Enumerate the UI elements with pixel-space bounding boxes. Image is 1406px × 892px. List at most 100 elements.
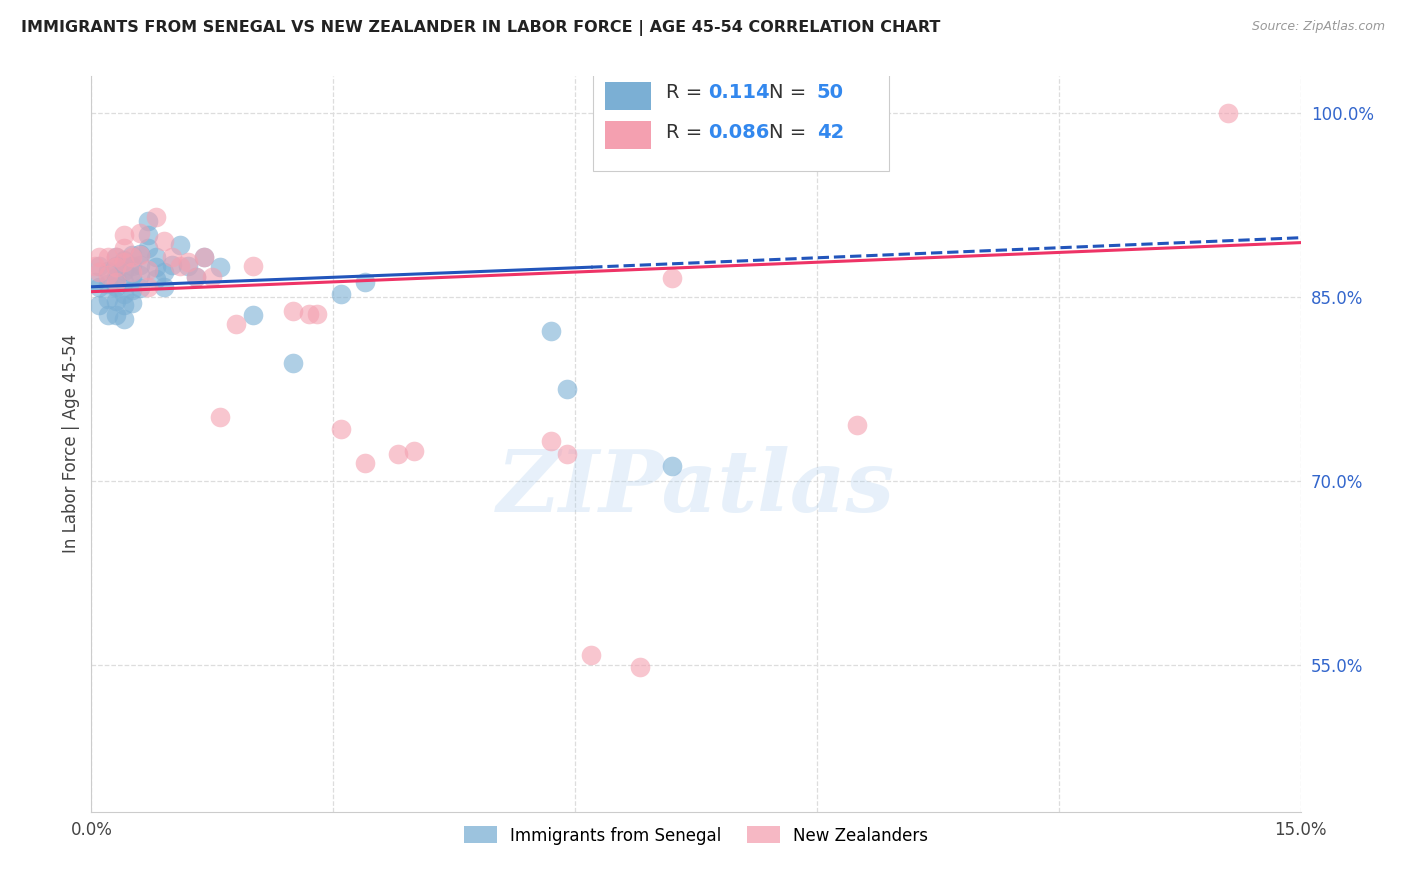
Text: 0.086: 0.086: [709, 123, 769, 142]
Text: R =: R =: [665, 83, 709, 103]
Point: [112, 298, 135, 312]
Point: [128, 248, 150, 262]
FancyBboxPatch shape: [605, 82, 651, 111]
Point: [169, 238, 191, 252]
Point: [160, 258, 183, 272]
Point: [201, 270, 224, 285]
Point: [112, 275, 135, 289]
Point: [177, 259, 200, 273]
Point: [1216, 105, 1239, 120]
Text: IMMIGRANTS FROM SENEGAL VS NEW ZEALANDER IN LABOR FORCE | AGE 45-54 CORRELATION : IMMIGRANTS FROM SENEGAL VS NEW ZEALANDER…: [21, 20, 941, 36]
Point: [242, 308, 264, 322]
Point: [84, 259, 107, 273]
Point: [330, 422, 353, 436]
Point: [96, 264, 118, 278]
Point: [330, 287, 353, 301]
Point: [193, 251, 215, 265]
Point: [96, 268, 118, 282]
Point: [540, 324, 562, 338]
Point: [121, 265, 143, 279]
Point: [555, 382, 578, 396]
Point: [136, 240, 159, 255]
Point: [96, 251, 118, 265]
Point: [153, 235, 176, 249]
Point: [387, 446, 409, 460]
Point: [354, 275, 377, 289]
Point: [160, 251, 183, 265]
Point: [112, 255, 135, 269]
Y-axis label: In Labor Force | Age 45-54: In Labor Force | Age 45-54: [62, 334, 80, 553]
Point: [121, 295, 143, 310]
Point: [555, 446, 578, 460]
Text: N =: N =: [769, 83, 813, 103]
Point: [145, 272, 167, 286]
Legend: Immigrants from Senegal, New Zealanders: Immigrants from Senegal, New Zealanders: [457, 820, 935, 851]
Point: [209, 409, 232, 424]
Point: [145, 260, 167, 275]
Point: [84, 275, 107, 289]
Text: R =: R =: [665, 123, 709, 142]
Point: [281, 356, 304, 370]
Point: [579, 648, 602, 662]
Point: [136, 228, 159, 243]
Point: [89, 298, 111, 312]
Point: [104, 251, 127, 265]
Point: [186, 270, 208, 285]
Point: [136, 262, 159, 277]
Point: [121, 284, 143, 298]
Point: [104, 251, 127, 265]
FancyBboxPatch shape: [605, 121, 651, 149]
Point: [128, 258, 150, 272]
Point: [128, 246, 150, 260]
Point: [354, 457, 377, 471]
Point: [540, 434, 562, 449]
Point: [298, 307, 321, 321]
Text: Source: ZipAtlas.com: Source: ZipAtlas.com: [1251, 20, 1385, 33]
Point: [128, 281, 150, 295]
Text: 0.114: 0.114: [709, 83, 769, 103]
Point: [96, 292, 118, 306]
Point: [145, 251, 167, 265]
Point: [121, 251, 143, 265]
Point: [661, 271, 683, 285]
Point: [225, 317, 247, 331]
Point: [112, 264, 135, 278]
Point: [112, 228, 135, 243]
Point: [104, 260, 127, 275]
Point: [89, 280, 111, 294]
Point: [104, 270, 127, 285]
Point: [846, 418, 869, 433]
Point: [89, 265, 111, 279]
Point: [89, 259, 111, 273]
Text: ZIPatlas: ZIPatlas: [496, 446, 896, 530]
Point: [112, 311, 135, 326]
Point: [121, 270, 143, 285]
Point: [128, 226, 150, 240]
Point: [402, 444, 425, 458]
Point: [96, 277, 118, 292]
Point: [112, 287, 135, 301]
Point: [628, 660, 651, 674]
Point: [177, 255, 200, 269]
Point: [153, 280, 176, 294]
Point: [128, 268, 150, 282]
Text: N =: N =: [769, 123, 813, 142]
Point: [153, 265, 176, 279]
Point: [661, 458, 683, 473]
Point: [112, 240, 135, 255]
Point: [89, 251, 111, 265]
Point: [193, 251, 215, 265]
Point: [112, 252, 135, 267]
Point: [307, 307, 329, 321]
Point: [186, 270, 208, 285]
Text: 50: 50: [817, 83, 844, 103]
Point: [242, 259, 264, 273]
Point: [96, 308, 118, 322]
Point: [136, 213, 159, 227]
Text: 42: 42: [817, 123, 844, 142]
Point: [121, 259, 143, 273]
Point: [104, 280, 127, 294]
Point: [145, 210, 167, 224]
Point: [136, 280, 159, 294]
Point: [104, 275, 127, 289]
